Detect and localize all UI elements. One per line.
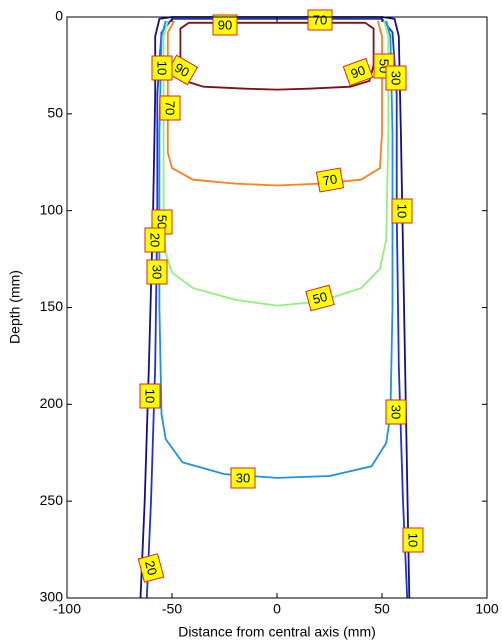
contour-label-text: 30 <box>389 71 404 85</box>
contour-label-text: 90 <box>218 17 232 32</box>
contour-label-text: 10 <box>395 204 410 218</box>
contour-label-text: 30 <box>150 265 165 279</box>
contour-label: 10 <box>402 527 424 553</box>
x-tick-label: 0 <box>273 601 281 617</box>
contour-label-box <box>342 57 374 87</box>
isodose-line <box>139 16 411 599</box>
contour-label: 20 <box>137 553 165 583</box>
contour-label-box <box>146 259 168 285</box>
contour-label-box <box>139 383 161 409</box>
contour-label-box <box>305 284 335 312</box>
contour-label-box <box>385 399 407 425</box>
contour-label-text: 90 <box>172 60 192 80</box>
contour-label-box <box>307 9 333 31</box>
y-tick-label: 100 <box>40 201 64 217</box>
contour-label: 90 <box>212 14 238 36</box>
contour-label: 70 <box>315 167 345 193</box>
contour-label-text: 90 <box>349 62 368 81</box>
contour-label-text: 10 <box>155 61 170 75</box>
contour-label: 30 <box>230 467 256 489</box>
contour-label: 30 <box>385 399 407 425</box>
contour-label-text: 30 <box>389 405 404 419</box>
y-tick-label: 300 <box>40 589 64 605</box>
contour-label-text: 70 <box>163 101 178 115</box>
contour-label-box <box>230 467 256 489</box>
contour-label: 30 <box>146 259 168 285</box>
contour-label: 70 <box>159 95 181 121</box>
contour-label-box <box>159 95 181 121</box>
contour-label-text: 10 <box>406 533 421 547</box>
contour-label-text: 50 <box>311 289 329 307</box>
contour-label-text: 20 <box>142 559 160 577</box>
contour-label-box <box>391 198 413 224</box>
contour-label: 70 <box>307 9 333 31</box>
contour-label-text: 10 <box>143 389 158 403</box>
isodose-line <box>162 20 390 307</box>
contour-label-box <box>137 553 165 583</box>
plot-area <box>67 17 487 598</box>
y-tick-label: 200 <box>40 395 64 411</box>
contour-label-text: 50 <box>155 215 170 229</box>
contour-label: 90 <box>342 57 374 87</box>
contour-label-text: 20 <box>148 233 163 247</box>
contour-label-box <box>151 55 173 81</box>
y-tick-label: 250 <box>40 492 64 508</box>
contour-label: 50 <box>305 284 335 312</box>
x-tick-label: 100 <box>475 601 499 617</box>
contour-label-text: 70 <box>322 171 339 188</box>
contour-label: 20 <box>144 227 166 253</box>
contour-label-text: 30 <box>236 470 250 485</box>
contour-label-box <box>402 527 424 553</box>
contour-label-text: 70 <box>313 12 327 27</box>
x-axis-label: Distance from central axis (mm) <box>178 624 376 640</box>
contour-label: 10 <box>151 55 173 81</box>
contour-label-box <box>385 65 407 91</box>
y-axis-label: Depth (mm) <box>7 270 23 344</box>
contour-label: 10 <box>139 383 161 409</box>
contour-label-box <box>212 14 238 36</box>
contour-label: 30 <box>385 65 407 91</box>
x-tick-label: -50 <box>162 601 182 617</box>
y-tick-label: 150 <box>40 298 64 314</box>
contour-label-box <box>315 167 345 193</box>
y-tick-label: 50 <box>47 105 63 121</box>
x-tick-label: -100 <box>53 601 81 617</box>
y-tick-label: 0 <box>55 8 63 24</box>
contour-label: 10 <box>391 198 413 224</box>
x-tick-label: 50 <box>374 601 390 617</box>
contour-label-box <box>144 227 166 253</box>
